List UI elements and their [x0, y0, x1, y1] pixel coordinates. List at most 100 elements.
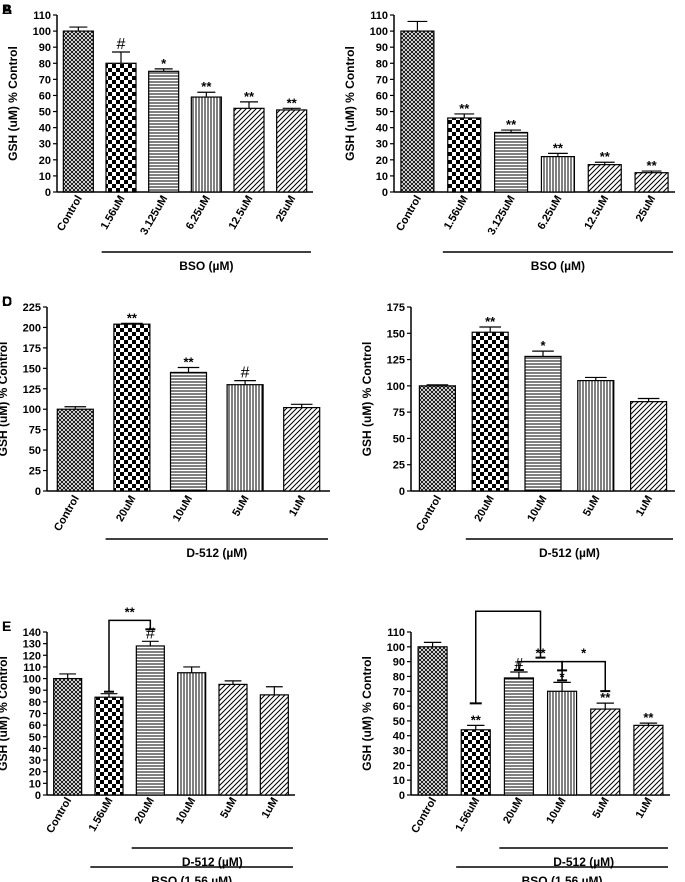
- y-tick-label: 125: [387, 355, 405, 367]
- y-tick-label: 10: [393, 775, 405, 787]
- group-label: BSO (µM): [531, 259, 585, 273]
- y-tick-label: 75: [393, 407, 405, 419]
- bar-3: [524, 355, 562, 492]
- bar-6: [633, 724, 664, 796]
- y-tick-label: 75: [29, 425, 41, 437]
- y-tick-label: 100: [23, 404, 41, 416]
- bar-6: [634, 172, 669, 193]
- comparison-bracket: [108, 619, 152, 692]
- y-tick-label: 100: [387, 381, 405, 393]
- category-label: 20uM: [472, 494, 496, 524]
- y-tick-label: 50: [393, 716, 405, 728]
- bar-6: [259, 694, 289, 796]
- significance-marker: **: [183, 355, 194, 370]
- bar-5: [587, 164, 622, 193]
- bar-3: [148, 70, 180, 193]
- category-label: 1.56uM: [453, 796, 482, 834]
- significance-marker: **: [244, 89, 255, 104]
- y-tick-label: 20: [29, 767, 41, 779]
- y-tick-label: 225: [23, 302, 41, 314]
- y-tick-label: 40: [29, 743, 41, 755]
- y-tick-label: 125: [23, 384, 41, 396]
- bar-2: [471, 331, 509, 492]
- y-tick-label: 50: [39, 107, 51, 119]
- category-label: 6.25uM: [184, 194, 213, 232]
- y-tick-label: 20: [39, 155, 51, 167]
- y-tick-label: 90: [39, 42, 51, 54]
- significance-marker: **: [600, 690, 611, 705]
- y-tick-label: 20: [393, 760, 405, 772]
- y-tick-label: 30: [39, 139, 51, 151]
- y-axis-label: GSH (uM) % Control: [343, 46, 357, 161]
- bar-2: [447, 117, 482, 193]
- significance-marker: **: [201, 79, 212, 94]
- y-tick-label: 110: [23, 662, 41, 674]
- significance-marker: *: [161, 56, 167, 71]
- category-label: Control: [44, 796, 74, 836]
- y-tick-label: 50: [376, 107, 388, 119]
- bracket-label: **: [535, 646, 546, 661]
- y-tick-label: 0: [399, 486, 405, 498]
- bar-3: [169, 371, 208, 492]
- category-label: 12.5uM: [227, 194, 256, 232]
- y-tick-label: 140: [23, 627, 41, 639]
- category-label: 1.56uM: [442, 194, 471, 232]
- y-tick-label: 10: [376, 171, 388, 183]
- category-label: 5uM: [218, 796, 239, 821]
- panel-d: D GSH (uM) % Control 0 25 50 75 100 125 150 175 Co…: [2, 293, 675, 560]
- significance-marker: #: [241, 365, 250, 382]
- y-tick-label: 80: [29, 697, 41, 709]
- category-label: 6.25uM: [535, 194, 564, 232]
- y-tick-label: 60: [39, 90, 51, 102]
- y-tick-label: 90: [376, 42, 388, 54]
- category-label: Control: [55, 194, 85, 234]
- y-tick-label: 175: [387, 302, 405, 314]
- bar-1: [418, 385, 456, 492]
- y-axis-label: GSH (uM) % Control: [0, 342, 10, 457]
- bar-2: [113, 323, 151, 492]
- comparison-bracket: [518, 660, 563, 671]
- y-tick-label: 25: [29, 466, 41, 478]
- bar-2: [105, 62, 137, 193]
- category-label: 12.5uM: [582, 194, 611, 232]
- y-tick-label: 50: [29, 732, 41, 744]
- y-tick-label: 100: [23, 674, 41, 686]
- bar-6: [276, 109, 308, 193]
- y-tick-label: 30: [29, 755, 41, 767]
- significance-marker: #: [117, 36, 126, 53]
- y-tick-label: 200: [23, 322, 41, 334]
- y-tick-label: 60: [376, 90, 388, 102]
- group-label: D-512 (µM): [539, 546, 600, 560]
- category-label: Control: [394, 194, 424, 234]
- bar-4: [226, 384, 264, 492]
- y-axis-label: GSH (uM) % Control: [6, 46, 20, 161]
- y-tick-label: 50: [29, 445, 41, 457]
- bar-3: [135, 645, 165, 796]
- category-label: 20uM: [114, 494, 138, 524]
- y-tick-label: 100: [370, 26, 388, 38]
- group-label: BSO (µM): [179, 259, 233, 273]
- panel-a: A GSH (uM) % Control 0 10 20 30 40 50 60 70 80 90 10…: [2, 1, 313, 273]
- y-tick-label: 70: [39, 74, 51, 86]
- y-tick-label: 10: [29, 778, 41, 790]
- y-tick-label: 120: [23, 650, 41, 662]
- y-tick-label: 0: [35, 486, 41, 498]
- comparison-bracket: [475, 610, 542, 704]
- category-label: 25uM: [274, 194, 298, 224]
- bar-5: [590, 708, 621, 796]
- y-tick-label: 20: [376, 155, 388, 167]
- bracket-label: **: [125, 604, 136, 619]
- y-tick-label: 70: [393, 686, 405, 698]
- bar-4: [190, 96, 222, 193]
- category-label: 5uM: [581, 494, 602, 519]
- panel-b: B GSH (uM) % Control 0 10 20 30 40 50 60 70 80 90 10…: [2, 1, 675, 273]
- y-tick-label: 90: [393, 657, 405, 669]
- panel-label: A: [2, 1, 12, 17]
- significance-marker: **: [471, 712, 482, 727]
- y-tick-label: 80: [393, 671, 405, 683]
- significance-marker: **: [459, 101, 470, 116]
- y-tick-label: 0: [45, 187, 51, 199]
